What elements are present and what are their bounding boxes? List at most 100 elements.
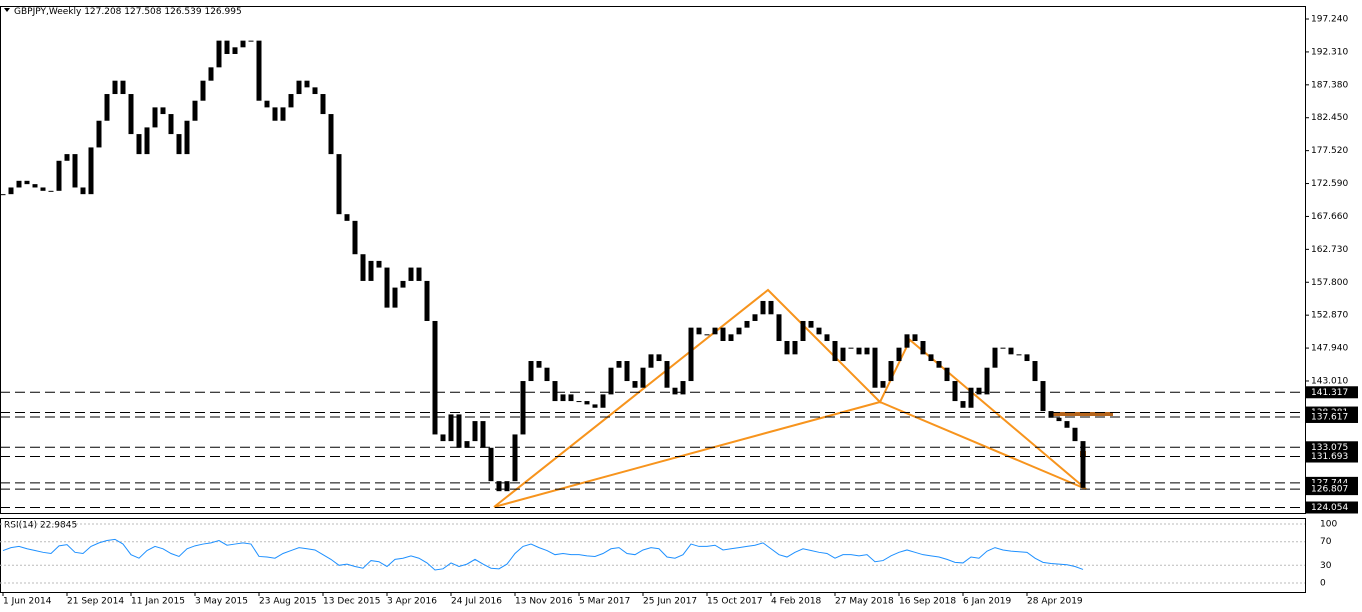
- candle-body: [384, 267, 390, 308]
- candle-body: [400, 280, 406, 288]
- x-tick-label: 3 May 2015: [195, 597, 248, 607]
- candle-body: [736, 327, 742, 335]
- candle-body: [304, 80, 310, 88]
- candle-body: [272, 107, 278, 121]
- candle-body: [464, 441, 470, 448]
- candle-body: [184, 120, 190, 155]
- candle-body: [1064, 421, 1070, 428]
- zone: [1050, 412, 1113, 416]
- candle-body: [1072, 427, 1078, 442]
- y-tick-label: 177.520: [1311, 146, 1348, 156]
- candle-body: [632, 381, 638, 388]
- candle-body: [896, 347, 902, 362]
- candle-body: [192, 100, 198, 121]
- candle-body: [80, 187, 86, 195]
- candle-body: [144, 127, 150, 155]
- candle-body: [840, 347, 846, 362]
- candle-body: [656, 354, 662, 362]
- rsi-line: [2, 538, 1084, 571]
- x-tick-label: 6 Jan 2019: [963, 597, 1011, 607]
- y-tick-label: 143.010: [1311, 376, 1348, 386]
- y-tick-label: 172.590: [1311, 179, 1348, 189]
- candle-body: [312, 87, 318, 95]
- candle-body: [24, 180, 30, 185]
- candle-body: [520, 381, 526, 435]
- candle-body: [544, 367, 550, 382]
- high: 127.508: [124, 7, 161, 17]
- level-label: 133.075: [1311, 443, 1348, 453]
- candle-body: [872, 347, 878, 388]
- candle-body: [336, 154, 342, 215]
- y-tick-label: 70: [1320, 537, 1332, 547]
- y-tick-label: 192.310: [1311, 47, 1348, 57]
- candle-body: [256, 40, 262, 101]
- candle-body: [560, 394, 566, 402]
- y-tick-label: 0: [1320, 578, 1326, 588]
- candle-body: [848, 347, 854, 349]
- candle-body: [968, 387, 974, 408]
- y-tick-label: 182.450: [1311, 113, 1348, 123]
- candle-body: [1080, 441, 1086, 488]
- candle-body: [648, 354, 654, 368]
- rsi-pane: [0, 518, 1306, 593]
- candle-body: [448, 414, 454, 442]
- candle-body: [352, 220, 358, 255]
- candle-body: [1024, 354, 1030, 362]
- level-label-box: [1306, 501, 1358, 514]
- candle-body: [936, 361, 942, 368]
- candle-body: [440, 434, 446, 442]
- level-label: 131.693: [1311, 452, 1348, 462]
- candle-body: [808, 320, 814, 328]
- candle-body: [552, 381, 558, 402]
- candle-body: [640, 367, 646, 388]
- x-tick-label: 13 Dec 2015: [323, 597, 381, 607]
- candle-body: [288, 94, 294, 108]
- candle-body: [1000, 347, 1006, 349]
- candle-body: [200, 80, 206, 101]
- low: 126.539: [164, 7, 201, 17]
- candle-body: [1040, 381, 1046, 412]
- candle-body: [832, 340, 838, 362]
- candle-body: [120, 80, 126, 95]
- x-tick-label: 16 Sep 2018: [899, 597, 956, 607]
- y-tick-label: 187.380: [1311, 80, 1348, 90]
- price-pane: [0, 6, 1306, 514]
- candle-body: [952, 381, 958, 402]
- candle-body: [280, 107, 286, 121]
- candle-body: [920, 340, 926, 355]
- y-tick-label: 197.240: [1311, 15, 1348, 25]
- candle-body: [88, 147, 94, 195]
- candle-body: [816, 327, 822, 335]
- y-tick-label: 100: [1320, 520, 1337, 530]
- pattern-bd: [879, 401, 1087, 490]
- candle-body: [424, 280, 430, 321]
- candle-body: [928, 354, 934, 362]
- candle-body: [976, 387, 982, 395]
- candle-body: [528, 361, 534, 382]
- menu-arrow[interactable]: [4, 8, 10, 12]
- candle-body: [1048, 411, 1054, 418]
- x-tick-label: 21 Sep 2014: [67, 597, 124, 607]
- level-label-box: [1306, 483, 1358, 496]
- candle-body: [720, 327, 726, 341]
- candle-body: [104, 94, 110, 121]
- candle-body: [16, 180, 22, 188]
- candle-body: [416, 267, 422, 281]
- candle-body: [496, 481, 502, 492]
- candle-body: [376, 260, 382, 268]
- x-tick-label: 5 Mar 2017: [579, 597, 630, 607]
- candle-body: [704, 334, 710, 336]
- candle-body: [960, 401, 966, 408]
- close: 126.995: [204, 7, 241, 17]
- candle-body: [320, 94, 326, 115]
- candle-body: [240, 40, 246, 48]
- candle-body: [176, 134, 182, 155]
- candle-body: [568, 394, 574, 402]
- candle-body: [72, 154, 78, 188]
- candle-body: [744, 320, 750, 328]
- level-label: 124.054: [1311, 503, 1348, 513]
- open: 127.208: [84, 7, 121, 17]
- symbol: GBPJPY,Weekly: [14, 7, 82, 17]
- candle-body: [624, 361, 630, 382]
- candle-body: [56, 160, 62, 191]
